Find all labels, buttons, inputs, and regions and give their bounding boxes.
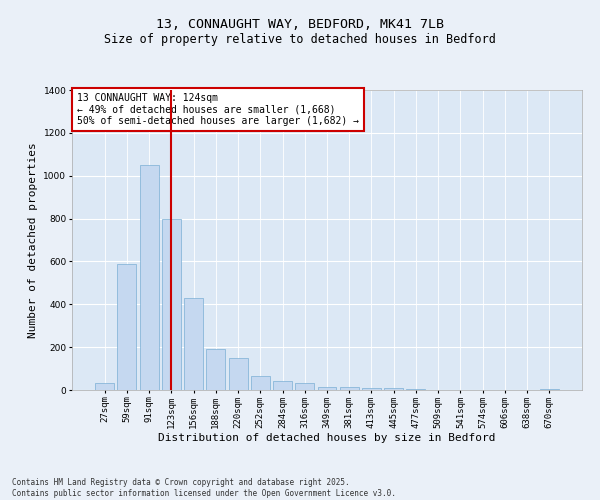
- Text: Contains HM Land Registry data © Crown copyright and database right 2025.
Contai: Contains HM Land Registry data © Crown c…: [12, 478, 396, 498]
- Bar: [118, 264, 136, 390]
- Y-axis label: Number of detached properties: Number of detached properties: [28, 142, 38, 338]
- Bar: [140, 165, 158, 390]
- Bar: [184, 298, 203, 390]
- Bar: [540, 389, 559, 390]
- Bar: [317, 387, 337, 390]
- Bar: [340, 387, 359, 390]
- Bar: [229, 358, 248, 390]
- X-axis label: Distribution of detached houses by size in Bedford: Distribution of detached houses by size …: [158, 434, 496, 444]
- Bar: [406, 389, 425, 390]
- Text: Size of property relative to detached houses in Bedford: Size of property relative to detached ho…: [104, 32, 496, 46]
- Text: 13 CONNAUGHT WAY: 124sqm
← 49% of detached houses are smaller (1,668)
50% of sem: 13 CONNAUGHT WAY: 124sqm ← 49% of detach…: [77, 93, 359, 126]
- Bar: [162, 218, 181, 390]
- Bar: [295, 382, 314, 390]
- Bar: [95, 382, 114, 390]
- Bar: [384, 388, 403, 390]
- Bar: [362, 388, 381, 390]
- Bar: [273, 382, 292, 390]
- Text: 13, CONNAUGHT WAY, BEDFORD, MK41 7LB: 13, CONNAUGHT WAY, BEDFORD, MK41 7LB: [156, 18, 444, 30]
- Bar: [251, 376, 270, 390]
- Bar: [206, 350, 225, 390]
